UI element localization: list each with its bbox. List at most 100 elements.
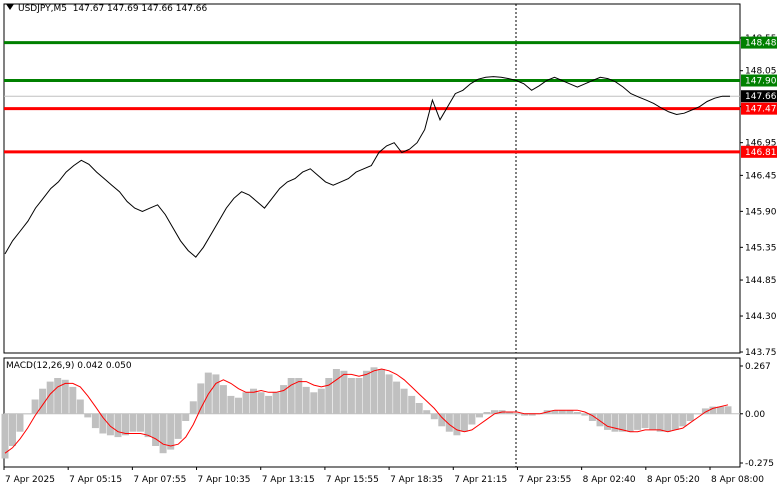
level-price-tag <box>741 145 777 158</box>
price-tick-label: 146.45 <box>745 171 777 181</box>
time-tick-label: 8 Apr 02:40 <box>583 475 636 485</box>
level-price-tag <box>741 74 777 87</box>
macd-histogram-bar <box>182 413 190 421</box>
macd-histogram-bar <box>257 392 265 414</box>
macd-histogram-bar <box>400 388 408 414</box>
macd-histogram-bar <box>212 374 220 414</box>
macd-histogram-bar <box>332 369 340 414</box>
macd-tick-label: 0.00 <box>745 410 765 420</box>
macd-histogram-bar <box>265 395 273 414</box>
price-tick-label: 145.35 <box>745 243 777 253</box>
macd-histogram-bar <box>235 397 242 414</box>
macd-histogram-bar <box>167 413 175 450</box>
macd-histogram-bar <box>483 412 491 414</box>
macd-histogram-bar <box>460 413 468 432</box>
time-tick-label: 7 Apr 05:15 <box>69 475 122 485</box>
macd-histogram-bar <box>694 413 702 415</box>
macd-histogram-bar <box>619 413 626 432</box>
time-tick-label: 7 Apr 23:55 <box>518 475 571 485</box>
macd-histogram-bar <box>551 410 559 414</box>
macd-histogram-bar <box>363 370 370 414</box>
macd-histogram-bar <box>521 413 529 416</box>
macd-histogram-bar <box>370 367 378 414</box>
price-tick-label: 144.30 <box>745 312 777 322</box>
macd-histogram-bar <box>476 413 483 418</box>
macd-histogram-bar <box>491 410 498 414</box>
macd-histogram-bar <box>641 413 649 429</box>
time-tick-label: 8 Apr 05:20 <box>647 475 700 485</box>
macd-histogram-bar <box>686 413 694 421</box>
macd-histogram-bar <box>423 410 431 414</box>
time-tick-label: 7 Apr 10:35 <box>198 475 251 485</box>
level-price-label: 147.47 <box>745 105 777 115</box>
macd-histogram-bar <box>219 385 227 414</box>
macd-panel[interactable]: 0.267 0.00 -0.275 <box>1 357 775 469</box>
price-panel[interactable]: 148.55148.05147.50146.95146.45145.90145.… <box>3 3 777 358</box>
macd-histogram-bar <box>9 413 16 446</box>
macd-histogram-bar <box>649 413 657 430</box>
macd-histogram-bar <box>54 378 62 414</box>
macd-histogram-bar <box>701 408 709 414</box>
macd-histogram-bar <box>152 413 160 446</box>
time-tick-label: 7 Apr 13:15 <box>262 475 315 485</box>
level-price-tag <box>741 36 777 49</box>
level-price-tag <box>741 90 777 103</box>
level-price-label: 146.81 <box>745 148 777 158</box>
level-price-label: 147.66 <box>745 92 777 102</box>
macd-histogram-bar <box>581 413 589 416</box>
macd-histogram-bar <box>84 413 92 418</box>
macd-histogram-bar <box>174 413 182 439</box>
macd-histogram-bar <box>588 413 596 421</box>
price-tick-label: 144.85 <box>745 276 777 286</box>
macd-histogram-bar <box>197 383 205 414</box>
price-tick-label: 145.90 <box>745 207 777 217</box>
macd-histogram-bar <box>31 399 39 414</box>
macd-histogram-bar <box>573 412 581 414</box>
macd-histogram-bar <box>604 413 611 430</box>
macd-histogram-bar <box>566 410 574 414</box>
time-axis: 7 Apr 2025 7 Apr 05:15 7 Apr 07:55 7 Apr 10… <box>3 467 764 485</box>
macd-histogram-bar <box>340 370 348 414</box>
level-price-label: 148.48 <box>745 39 777 49</box>
time-tick-label: 7 Apr 21:15 <box>454 475 507 485</box>
macd-tick-label: 0.267 <box>745 362 771 372</box>
chevron-down-icon[interactable] <box>6 4 14 10</box>
macd-histogram-bar <box>430 413 438 420</box>
macd-histogram-bar <box>242 392 250 414</box>
macd-histogram-bar <box>99 413 107 434</box>
chart-header: USDJPY,M5 147.67 147.69 147.66 147.66 <box>6 4 207 14</box>
macd-histogram-bar <box>724 406 732 414</box>
macd-histogram-bar <box>24 413 32 415</box>
macd-histogram-bar <box>671 413 679 430</box>
macd-histogram-bar <box>61 379 69 414</box>
macd-histogram-bar <box>114 413 122 438</box>
macd-histogram-bar <box>596 413 604 427</box>
macd-histogram-bar <box>558 410 566 414</box>
macd-histogram-bar <box>317 388 325 414</box>
macd-histogram-bar <box>717 406 724 414</box>
macd-histogram-bar <box>355 378 363 414</box>
macd-histogram-bar <box>664 413 672 432</box>
macd-histogram-bar <box>626 413 634 432</box>
macd-histogram-bar <box>438 413 446 427</box>
time-tick-label: 7 Apr 18:35 <box>390 475 443 485</box>
macd-histogram-bar <box>287 378 295 414</box>
macd-histogram-bar <box>679 413 687 427</box>
macd-histogram-bar <box>302 386 310 414</box>
macd-histogram-bar <box>227 395 235 414</box>
macd-tick-label: -0.275 <box>745 459 774 469</box>
macd-histogram-bar <box>347 378 355 414</box>
macd-histogram-bar <box>378 369 385 414</box>
macd-histogram-bar <box>204 372 212 414</box>
ohlc-values: 147.67 147.69 147.66 147.66 <box>72 4 208 14</box>
macd-histogram-bar <box>1 413 9 459</box>
price-frame <box>3 3 741 354</box>
macd-histogram-bar <box>310 392 318 414</box>
time-tick-label: 7 Apr 2025 <box>5 475 55 485</box>
macd-histogram-bar <box>76 399 84 414</box>
macd-histogram-bar <box>445 413 453 432</box>
price-tick-label: 148.05 <box>745 67 777 77</box>
price-series-line <box>4 76 730 258</box>
price-tick-label: 143.75 <box>745 348 777 358</box>
